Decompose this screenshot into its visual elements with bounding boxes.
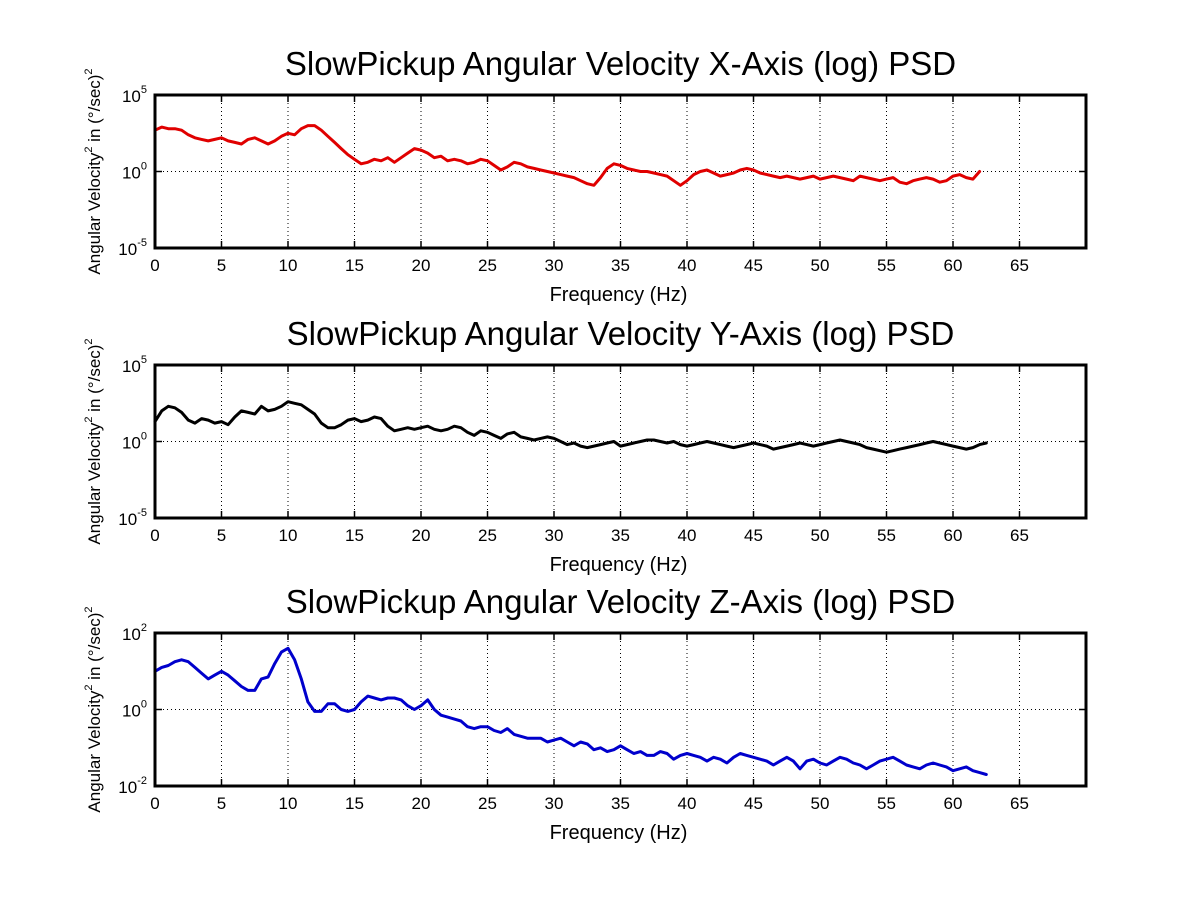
x-tick-label: 45 bbox=[744, 256, 763, 275]
x-tick-label: 20 bbox=[412, 794, 431, 813]
x-tick-label: 55 bbox=[877, 256, 896, 275]
y-tick-base: 10 bbox=[122, 625, 141, 644]
x-tick-label: 50 bbox=[811, 794, 830, 813]
x-axis-label: Frequency (Hz) bbox=[550, 554, 688, 576]
psd-series-line bbox=[153, 400, 988, 454]
y-tick-base: 10 bbox=[122, 164, 141, 183]
psd-series-line bbox=[153, 646, 988, 776]
y-tick-label: 10-5 bbox=[118, 507, 147, 529]
x-tick-label: 50 bbox=[811, 256, 830, 275]
chart-title: SlowPickup Angular Velocity X-Axis (log)… bbox=[285, 45, 956, 82]
x-tick-label: 55 bbox=[877, 526, 896, 545]
x-axis-label: Frequency (Hz) bbox=[550, 822, 688, 844]
x-tick-label: 55 bbox=[877, 794, 896, 813]
y-tick-label: 105 bbox=[122, 84, 147, 106]
x-tick-label: 45 bbox=[744, 794, 763, 813]
x-tick-label: 15 bbox=[345, 794, 364, 813]
x-tick-label: 0 bbox=[150, 256, 159, 275]
x-tick-label: 15 bbox=[345, 526, 364, 545]
x-tick-label: 5 bbox=[217, 794, 226, 813]
y-tick-exponent: 0 bbox=[141, 161, 147, 173]
x-tick-label: 25 bbox=[478, 256, 497, 275]
y-axis-label: Angular Velocity2 in (°/sec)2 bbox=[83, 606, 104, 812]
y-tick-base: 10 bbox=[122, 434, 141, 453]
y-tick-base: 10 bbox=[122, 357, 141, 376]
x-tick-label: 10 bbox=[279, 794, 298, 813]
x-tick-label: 5 bbox=[217, 256, 226, 275]
psd-series-line bbox=[153, 124, 982, 187]
x-tick-label: 65 bbox=[1010, 256, 1029, 275]
y-tick-label: 102 bbox=[122, 622, 147, 644]
y-tick-exponent: 5 bbox=[141, 84, 147, 96]
y-tick-label: 10-5 bbox=[118, 237, 147, 259]
x-tick-label: 60 bbox=[944, 256, 963, 275]
x-tick-label: 0 bbox=[150, 794, 159, 813]
y-tick-exponent: 0 bbox=[141, 699, 147, 711]
y-tick-base: 10 bbox=[122, 702, 141, 721]
y-tick-base: 10 bbox=[122, 87, 141, 106]
x-tick-label: 50 bbox=[811, 526, 830, 545]
y-tick-base: 10 bbox=[118, 778, 137, 797]
x-tick-label: 40 bbox=[678, 526, 697, 545]
x-tick-label: 60 bbox=[944, 794, 963, 813]
x-tick-label: 35 bbox=[611, 256, 630, 275]
x-tick-label: 35 bbox=[611, 526, 630, 545]
y-tick-exponent: 0 bbox=[141, 431, 147, 443]
subplot-3: SlowPickup Angular Velocity Z-Axis (log)… bbox=[83, 583, 1088, 844]
y-tick-exponent: -5 bbox=[137, 507, 147, 519]
y-tick-label: 10-2 bbox=[118, 775, 147, 797]
x-tick-label: 20 bbox=[412, 256, 431, 275]
x-tick-label: 15 bbox=[345, 256, 364, 275]
x-tick-label: 65 bbox=[1010, 794, 1029, 813]
x-axis-label: Frequency (Hz) bbox=[550, 284, 688, 306]
y-tick-label: 100 bbox=[122, 699, 147, 721]
x-tick-label: 30 bbox=[545, 794, 564, 813]
x-tick-label: 25 bbox=[478, 526, 497, 545]
x-tick-label: 25 bbox=[478, 794, 497, 813]
y-tick-exponent: 2 bbox=[141, 622, 147, 634]
chart-title: SlowPickup Angular Velocity Y-Axis (log)… bbox=[287, 315, 955, 352]
y-tick-base: 10 bbox=[118, 510, 137, 529]
x-tick-label: 65 bbox=[1010, 526, 1029, 545]
y-tick-exponent: -2 bbox=[137, 775, 147, 787]
x-tick-label: 0 bbox=[150, 526, 159, 545]
chart-title: SlowPickup Angular Velocity Z-Axis (log)… bbox=[286, 583, 955, 620]
x-tick-label: 10 bbox=[279, 256, 298, 275]
x-tick-label: 5 bbox=[217, 526, 226, 545]
y-axis-label: Angular Velocity2 in (°/sec)2 bbox=[83, 68, 104, 274]
x-tick-label: 35 bbox=[611, 794, 630, 813]
x-tick-label: 45 bbox=[744, 526, 763, 545]
y-tick-base: 10 bbox=[118, 240, 137, 259]
subplot-1: SlowPickup Angular Velocity X-Axis (log)… bbox=[83, 45, 1088, 306]
y-tick-label: 100 bbox=[122, 431, 147, 453]
subplot-2: SlowPickup Angular Velocity Y-Axis (log)… bbox=[83, 315, 1088, 576]
x-tick-label: 30 bbox=[545, 526, 564, 545]
y-tick-exponent: 5 bbox=[141, 354, 147, 366]
x-tick-label: 40 bbox=[678, 256, 697, 275]
y-axis-label: Angular Velocity2 in (°/sec)2 bbox=[83, 338, 104, 544]
y-tick-label: 100 bbox=[122, 161, 147, 183]
y-tick-label: 105 bbox=[122, 354, 147, 376]
x-tick-label: 10 bbox=[279, 526, 298, 545]
x-tick-label: 30 bbox=[545, 256, 564, 275]
x-tick-label: 20 bbox=[412, 526, 431, 545]
x-tick-label: 40 bbox=[678, 794, 697, 813]
y-tick-exponent: -5 bbox=[137, 237, 147, 249]
x-tick-label: 60 bbox=[944, 526, 963, 545]
